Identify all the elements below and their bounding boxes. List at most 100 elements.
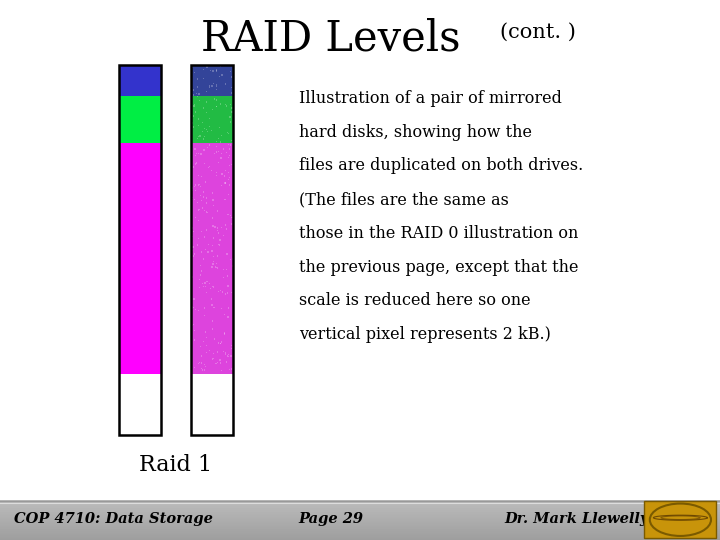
Bar	[228, 307, 229, 309]
Bar	[220, 141, 221, 143]
Bar	[212, 262, 214, 264]
Bar	[217, 351, 218, 353]
Bar	[229, 116, 230, 118]
Bar	[196, 301, 197, 302]
Bar	[119, 65, 161, 435]
Bar	[231, 345, 233, 347]
Bar	[212, 328, 214, 330]
Bar	[192, 325, 193, 326]
Bar	[231, 107, 233, 109]
Bar	[221, 73, 222, 76]
Bar	[220, 343, 221, 344]
Bar	[218, 162, 219, 163]
Bar	[231, 368, 232, 369]
Bar	[227, 285, 228, 287]
Bar	[205, 331, 206, 333]
Text: (cont. ): (cont. )	[500, 23, 576, 42]
Bar	[212, 199, 214, 201]
Bar	[201, 362, 202, 363]
Bar	[0, 501, 720, 502]
Bar	[216, 263, 217, 264]
Bar	[0, 535, 720, 536]
Bar	[214, 338, 215, 340]
Text: scale is reduced here so one: scale is reduced here so one	[299, 292, 531, 309]
Bar	[193, 89, 194, 91]
Bar	[0, 503, 720, 504]
Bar	[205, 366, 207, 368]
Text: Raid 1: Raid 1	[139, 454, 212, 476]
Bar	[206, 337, 207, 339]
Bar	[219, 244, 220, 246]
Bar	[231, 77, 232, 78]
Bar	[198, 310, 199, 312]
Text: Dr. Mark Llewellyn ©: Dr. Mark Llewellyn ©	[504, 512, 679, 526]
Bar	[212, 320, 213, 322]
Bar	[199, 64, 200, 65]
Bar	[0, 515, 720, 516]
Bar	[0, 512, 720, 513]
Bar	[204, 369, 205, 371]
Bar	[0, 517, 720, 518]
Bar	[198, 238, 199, 239]
Bar	[0, 508, 720, 509]
Bar	[209, 350, 210, 351]
Bar	[0, 521, 720, 522]
Bar	[224, 332, 225, 334]
Bar	[200, 265, 201, 266]
Bar	[196, 163, 197, 164]
Bar	[192, 197, 193, 199]
Bar	[194, 164, 196, 165]
Bar	[191, 65, 233, 96]
Bar	[196, 153, 197, 154]
Bar	[198, 220, 199, 221]
Bar	[215, 363, 217, 364]
Bar	[199, 184, 200, 185]
Text: RAID Levels: RAID Levels	[202, 17, 461, 59]
Bar	[231, 292, 232, 293]
Bar	[0, 538, 720, 539]
Bar	[220, 157, 222, 159]
Bar	[229, 368, 230, 370]
Bar	[193, 115, 194, 117]
Bar	[119, 65, 161, 96]
Bar	[226, 228, 228, 230]
Bar	[199, 100, 200, 101]
Bar	[0, 506, 720, 507]
Bar	[0, 536, 720, 537]
Bar	[228, 316, 229, 318]
Bar	[217, 291, 219, 292]
Bar	[209, 217, 210, 218]
Bar	[216, 69, 217, 71]
Text: Page 29: Page 29	[299, 512, 364, 526]
Bar	[204, 163, 205, 164]
Bar	[201, 270, 202, 272]
Bar	[230, 355, 232, 357]
Bar	[226, 253, 228, 255]
Bar	[193, 307, 194, 308]
Bar	[194, 72, 195, 73]
Bar	[228, 194, 229, 195]
Bar	[0, 527, 720, 528]
Bar	[209, 126, 210, 127]
Bar	[227, 275, 228, 276]
Bar	[194, 217, 196, 218]
Text: the previous page, except that the: the previous page, except that the	[299, 259, 578, 275]
Bar	[225, 361, 227, 363]
Bar	[217, 227, 218, 228]
Bar	[224, 333, 225, 335]
Text: Illustration of a pair of mirrored: Illustration of a pair of mirrored	[299, 90, 562, 107]
Bar	[223, 269, 224, 270]
Bar	[0, 510, 720, 511]
Bar	[201, 231, 202, 232]
Bar	[206, 197, 207, 199]
Bar	[195, 185, 197, 186]
Bar	[0, 519, 720, 521]
Bar	[192, 190, 193, 191]
Bar	[228, 179, 229, 180]
Bar	[225, 346, 226, 347]
Bar	[191, 193, 192, 194]
Bar	[216, 84, 217, 85]
Bar	[202, 207, 203, 209]
Bar	[210, 298, 212, 300]
Bar	[230, 144, 231, 146]
